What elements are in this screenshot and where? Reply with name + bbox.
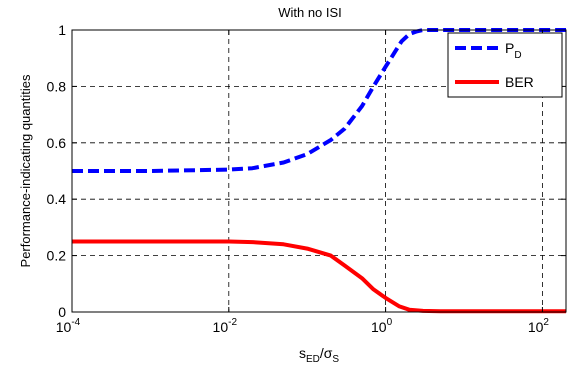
x-tick-label-base: 10 bbox=[371, 319, 387, 335]
x-axis-label: sED/σS bbox=[299, 345, 339, 365]
legend-label-pd-main: P bbox=[505, 40, 514, 56]
x-tick-label-base: 10 bbox=[56, 319, 72, 335]
x-tick-label-exponent: 0 bbox=[387, 317, 393, 328]
x-tick-labels: 10-4 10-2 100 102 bbox=[56, 317, 550, 335]
x-axis-label-sub2: S bbox=[332, 354, 339, 365]
y-tick-label: 0.4 bbox=[47, 191, 67, 207]
y-tick-labels: 0 0.2 0.4 0.6 0.8 1 bbox=[47, 22, 67, 320]
x-tick-label: 10-2 bbox=[213, 317, 238, 335]
x-tick-label: 100 bbox=[371, 317, 393, 335]
x-tick-label-base: 10 bbox=[213, 319, 229, 335]
x-axis-label-main: s bbox=[299, 345, 306, 361]
x-tick-label-base: 10 bbox=[528, 319, 544, 335]
y-tick-label: 1 bbox=[58, 22, 66, 38]
x-axis-label-sub1: ED bbox=[306, 354, 320, 365]
x-tick-label-exponent: 2 bbox=[543, 317, 549, 328]
legend: PD BER bbox=[447, 32, 563, 98]
legend-label-pd: PD bbox=[505, 40, 522, 61]
chart-title: With no ISI bbox=[278, 5, 342, 20]
x-tick-label: 10-4 bbox=[56, 317, 81, 335]
x-tick-label: 102 bbox=[528, 317, 550, 335]
legend-label-pd-sub: D bbox=[514, 50, 521, 61]
legend-box bbox=[447, 32, 563, 98]
x-tick-label-exponent: -4 bbox=[71, 317, 80, 328]
x-tick-label-exponent: -2 bbox=[228, 317, 237, 328]
grid bbox=[72, 30, 566, 312]
y-tick-label: 0.2 bbox=[47, 248, 67, 264]
series-ber-line bbox=[72, 239, 566, 314]
y-tick-label: 0 bbox=[58, 304, 66, 320]
y-axis-label: Performance-indicating quantities bbox=[18, 74, 33, 267]
y-tick-label: 0.6 bbox=[47, 135, 67, 151]
legend-label-ber: BER bbox=[505, 74, 534, 90]
y-tick-label: 0.8 bbox=[47, 78, 67, 94]
plot-frame bbox=[71, 29, 567, 313]
x-axis-label-slash: /σ bbox=[320, 345, 333, 361]
